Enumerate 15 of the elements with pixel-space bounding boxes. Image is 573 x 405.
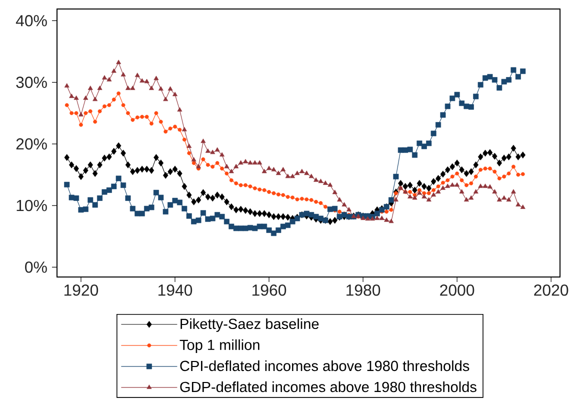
y-tick-label: 10% bbox=[16, 200, 47, 212]
y-tick-label: 0% bbox=[25, 262, 47, 273]
legend-label: Piketty-Saez baseline bbox=[180, 318, 319, 332]
y-tick-label: 40% bbox=[16, 15, 47, 26]
x-tick-label: 1980 bbox=[346, 284, 380, 296]
legend-label: Top 1 million bbox=[180, 339, 260, 353]
y-tick-label: 30% bbox=[16, 76, 47, 88]
x-tick-label: 2000 bbox=[440, 284, 474, 296]
legend-label: CPI-deflated incomes above 1980 thresholds bbox=[180, 360, 470, 372]
legend-label: GDP-deflated incomes above 1980 thresholds bbox=[180, 381, 476, 392]
y-tick-label: 20% bbox=[16, 138, 47, 150]
x-tick-label: 2020 bbox=[534, 284, 568, 296]
x-tick-label: 1940 bbox=[158, 284, 192, 296]
x-tick-label: 1920 bbox=[64, 284, 98, 296]
x-tick-label: 1960 bbox=[252, 284, 286, 296]
